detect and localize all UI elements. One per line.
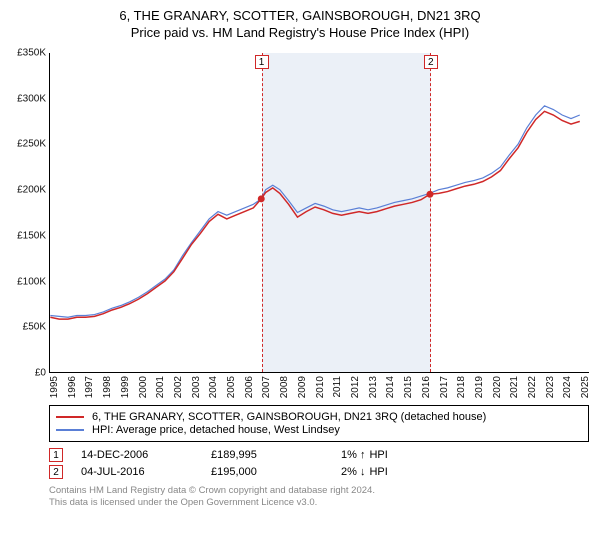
plot-region: 12 (49, 53, 589, 373)
x-tick-label: 2010 (315, 376, 326, 398)
arrow-icon: ↓ (360, 466, 366, 478)
x-tick-label: 1996 (67, 376, 78, 398)
footer-attribution: Contains HM Land Registry data © Crown c… (49, 485, 596, 509)
x-tick-label: 2009 (297, 376, 308, 398)
x-tick-label: 2003 (191, 376, 202, 398)
series-hpi (50, 106, 579, 317)
y-tick-label: £300K (4, 93, 46, 104)
x-tick-label: 1999 (120, 376, 131, 398)
x-tick-label: 2005 (226, 376, 237, 398)
x-tick-label: 2020 (492, 376, 503, 398)
sale-index-box: 2 (49, 465, 63, 479)
x-tick-label: 2018 (456, 376, 467, 398)
y-tick-label: £350K (4, 48, 46, 59)
sale-vs-hpi: 1% ↑HPI (341, 449, 471, 461)
y-tick-label: £0 (4, 368, 46, 379)
sale-vs-hpi: 2% ↓HPI (341, 466, 471, 478)
x-tick-label: 2006 (244, 376, 255, 398)
chart-area: £0£50K£100K£150K£200K£250K£300K£350K 12 … (4, 48, 596, 403)
sale-row: 2 04-JUL-2016£195,0002% ↓HPI (49, 465, 596, 479)
sales-table: 1 14-DEC-2006£189,9951% ↑HPI 2 04-JUL-2016£… (49, 448, 596, 479)
sale-marker-box: 1 (255, 55, 269, 69)
x-tick-label: 2014 (385, 376, 396, 398)
x-tick-label: 2019 (474, 376, 485, 398)
x-tick-label: 1995 (49, 376, 60, 398)
y-tick-label: £50K (4, 322, 46, 333)
x-tick-label: 1997 (84, 376, 95, 398)
x-tick-label: 2011 (332, 376, 343, 398)
x-tick-label: 2021 (509, 376, 520, 398)
footer-line-2: This data is licensed under the Open Gov… (49, 497, 596, 509)
series-property (50, 111, 579, 319)
x-tick-label: 2013 (368, 376, 379, 398)
x-tick-label: 1998 (102, 376, 113, 398)
x-tick-label: 2025 (580, 376, 591, 398)
x-tick-label: 2017 (439, 376, 450, 398)
chart-subtitle: Price paid vs. HM Land Registry's House … (4, 25, 596, 40)
legend-swatch (56, 416, 84, 418)
sale-date: 14-DEC-2006 (81, 449, 211, 461)
x-tick-label: 2004 (208, 376, 219, 398)
x-tick-label: 2016 (421, 376, 432, 398)
sale-date: 04-JUL-2016 (81, 466, 211, 478)
x-tick-label: 2007 (261, 376, 272, 398)
sale-price: £189,995 (211, 449, 341, 461)
x-tick-label: 2024 (562, 376, 573, 398)
sale-dot (258, 195, 265, 202)
legend-row: HPI: Average price, detached house, West… (56, 424, 582, 436)
x-tick-label: 2022 (527, 376, 538, 398)
x-tick-label: 2012 (350, 376, 361, 398)
x-tick-label: 2008 (279, 376, 290, 398)
sale-price: £195,000 (211, 466, 341, 478)
chart-title: 6, THE GRANARY, SCOTTER, GAINSBOROUGH, D… (4, 8, 596, 23)
arrow-icon: ↑ (360, 449, 366, 461)
x-tick-label: 2015 (403, 376, 414, 398)
x-tick-label: 2023 (545, 376, 556, 398)
sale-dot (426, 191, 433, 198)
y-tick-label: £150K (4, 230, 46, 241)
legend-text: HPI: Average price, detached house, West… (92, 424, 340, 436)
legend-row: 6, THE GRANARY, SCOTTER, GAINSBOROUGH, D… (56, 411, 582, 423)
legend-swatch (56, 429, 84, 431)
line-svg (50, 53, 589, 372)
y-tick-label: £100K (4, 276, 46, 287)
legend-box: 6, THE GRANARY, SCOTTER, GAINSBOROUGH, D… (49, 405, 589, 442)
legend-text: 6, THE GRANARY, SCOTTER, GAINSBOROUGH, D… (92, 411, 486, 423)
sale-row: 1 14-DEC-2006£189,9951% ↑HPI (49, 448, 596, 462)
footer-line-1: Contains HM Land Registry data © Crown c… (49, 485, 596, 497)
x-tick-label: 2001 (155, 376, 166, 398)
y-tick-label: £250K (4, 139, 46, 150)
y-tick-label: £200K (4, 185, 46, 196)
sale-marker-box: 2 (424, 55, 438, 69)
sale-index-box: 1 (49, 448, 63, 462)
x-tick-label: 2000 (138, 376, 149, 398)
x-tick-label: 2002 (173, 376, 184, 398)
